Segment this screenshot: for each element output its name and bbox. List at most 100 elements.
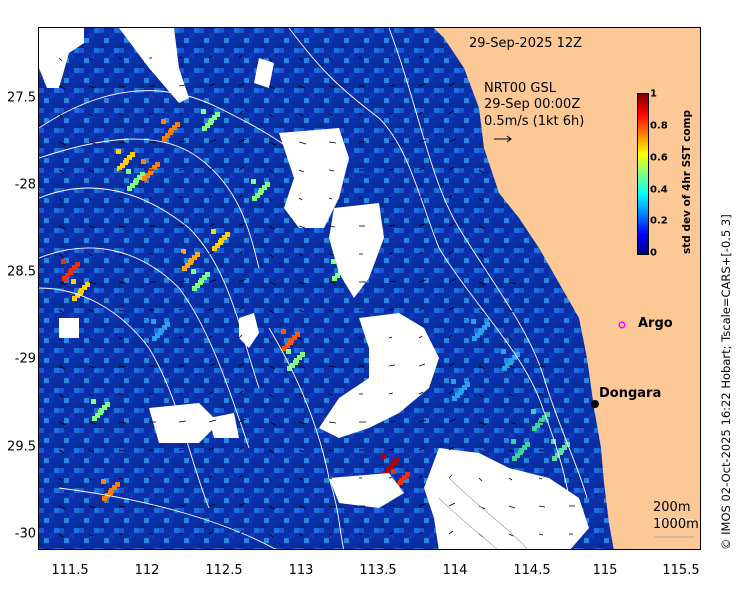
argo-marker[interactable]: [618, 321, 626, 329]
current-vector: [118, 505, 126, 508]
current-vector: [208, 335, 213, 339]
variance-pixel: [515, 352, 520, 357]
current-vector: [508, 337, 513, 341]
dongara-marker[interactable]: [591, 400, 599, 408]
variance-pixel: [127, 186, 132, 191]
variance-pixel: [181, 249, 186, 254]
variance-pixel: [140, 172, 145, 177]
variance-pixel: [134, 178, 139, 183]
variance-pixel: [141, 159, 146, 164]
current-vector: [478, 309, 485, 314]
current-vector: [298, 365, 306, 369]
variance-pixel: [159, 328, 164, 333]
variance-pixel: [102, 405, 107, 410]
current-vector: [58, 533, 64, 538]
variance-pixel: [482, 325, 487, 330]
current-vector: [88, 421, 97, 425]
variance-pixel: [389, 463, 394, 468]
current-vector: [388, 392, 394, 395]
current-vector: [418, 503, 426, 507]
current-vector: [118, 309, 125, 312]
variance-pixel: [562, 445, 567, 450]
variance-pixel: [452, 396, 457, 401]
variance-pixel: [511, 439, 516, 444]
current-vector: [178, 112, 184, 115]
current-vector: [58, 169, 65, 174]
current-vector: [178, 196, 183, 199]
current-vector: [478, 281, 487, 286]
current-vector: [88, 85, 96, 89]
current-time-label: 29-Sep 00:00Z: [484, 97, 581, 112]
current-vector: [178, 532, 184, 535]
current-vector: [208, 307, 215, 311]
variance-pixel: [202, 126, 207, 131]
variance-pixel: [215, 112, 220, 117]
variance-pixel: [115, 482, 120, 487]
variance-pixel: [539, 418, 544, 423]
variance-pixel: [300, 352, 305, 357]
current-vector: [448, 138, 457, 143]
variance-pixel: [109, 488, 114, 493]
variance-pixel: [535, 423, 540, 428]
current-vector: [268, 113, 274, 118]
current-vector: [268, 169, 275, 174]
current-vector: [88, 113, 94, 117]
variance-pixel: [195, 283, 200, 288]
variance-pixel: [509, 358, 514, 363]
variance-pixel: [124, 158, 129, 163]
current-vector: [88, 253, 94, 257]
current-vector: [208, 503, 216, 507]
current-vector: [298, 141, 307, 145]
current-vector: [448, 502, 456, 507]
x-tick-label: 112.5: [205, 563, 243, 578]
variance-pixel: [191, 269, 196, 274]
variance-pixel: [385, 468, 390, 473]
current-vector: [208, 55, 213, 59]
x-tick-label: 112: [134, 563, 160, 578]
current-vector: [508, 281, 517, 285]
variance-pixel: [151, 319, 156, 324]
variance-pixel: [290, 363, 295, 368]
map-panel[interactable]: [38, 27, 701, 550]
variance-pixel: [75, 293, 80, 298]
current-vector: [328, 421, 337, 424]
variance-pixel: [165, 133, 170, 138]
variance-pixel: [212, 246, 217, 251]
current-vector: [208, 223, 216, 227]
current-vector: [58, 365, 66, 370]
current-vector: [88, 365, 96, 369]
variance-pixel: [222, 235, 227, 240]
map-date-label: 29-Sep-2025 12Z: [469, 36, 583, 51]
current-vector: [418, 55, 423, 59]
current-vector: [418, 83, 426, 87]
current-vector: [418, 363, 426, 367]
current-vector: [238, 530, 244, 535]
current-vector: [268, 141, 277, 146]
colorbar: [637, 93, 649, 255]
variance-pixel: [199, 278, 204, 283]
variance-pixel: [175, 122, 180, 127]
current-vector: [58, 57, 63, 62]
variance-pixel: [485, 322, 490, 327]
x-tick-label: 114: [442, 563, 468, 578]
current-vector: [298, 449, 305, 453]
variance-pixel: [251, 179, 256, 184]
variance-pixel: [205, 272, 210, 277]
current-vector: [208, 195, 213, 199]
variance-pixel: [515, 453, 520, 458]
sst-map[interactable]: [39, 28, 701, 550]
y-tick-label: -30: [14, 526, 36, 542]
current-vector: [58, 421, 67, 426]
current-vector: [118, 141, 127, 144]
variance-pixel: [219, 238, 224, 243]
variance-pixel: [479, 328, 484, 333]
current-vector: [268, 337, 273, 342]
current-vector: [238, 418, 247, 423]
depth-legend-1000: 1000m: [653, 517, 699, 532]
current-vector: [538, 449, 545, 452]
current-vector: [118, 253, 124, 256]
variance-pixel: [255, 193, 260, 198]
variance-pixel: [172, 125, 177, 130]
current-vector: [388, 504, 396, 507]
colorbar-tick: 0.4: [650, 184, 668, 196]
